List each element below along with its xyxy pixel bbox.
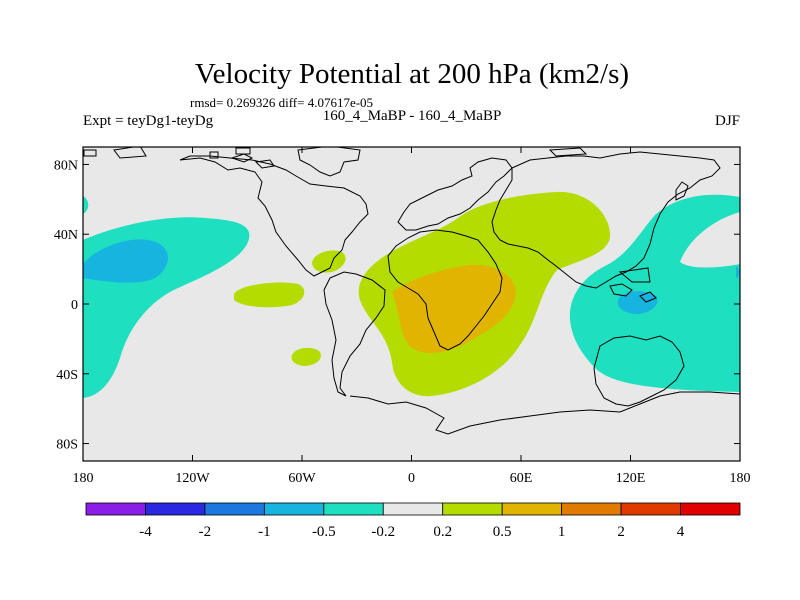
- north-atlantic-small-positive: [312, 250, 346, 273]
- australia-coast: [593, 335, 685, 407]
- y-tick-label: 40S: [56, 368, 78, 383]
- asia-coast: [491, 151, 721, 289]
- y-tick-label: 80N: [54, 158, 78, 173]
- stats-text: rmsd= 0.269326 diff= 4.07617e-05: [190, 95, 373, 110]
- colorbar-swatch: [263, 502, 325, 516]
- colorbar-label: 2: [617, 524, 625, 540]
- x-tick-label: 120E: [616, 471, 646, 486]
- north-america-coast: [179, 155, 369, 277]
- arctic-islands: [83, 147, 588, 159]
- y-tick-label: 80S: [56, 438, 78, 453]
- colorbar-label: 1: [558, 524, 566, 540]
- western-pacific-negative-core: [617, 291, 658, 314]
- colorbar-label: -0.2: [371, 524, 395, 540]
- colorbar-swatch: [145, 502, 206, 516]
- x-tick-label: 60W: [288, 471, 316, 486]
- colorbar-label: -0.5: [312, 524, 336, 540]
- colorbar-label: -1: [258, 524, 271, 540]
- y-tick-label: 40N: [54, 228, 78, 243]
- colorbar-swatch: [501, 502, 563, 516]
- map-panel: [83, 147, 740, 461]
- experiment-label: Expt = teyDg1-teyDg: [83, 113, 214, 129]
- x-tick-label: 0: [408, 471, 415, 486]
- central-pacific-negative-core: [83, 239, 169, 283]
- x-tick-label: 180: [73, 471, 94, 486]
- south-america-coast: [323, 271, 386, 397]
- colorbar-swatch: [561, 502, 622, 516]
- south-pacific-small-positive: [291, 347, 321, 366]
- x-tick-label: 180: [730, 471, 751, 486]
- japan-coast: [675, 181, 689, 201]
- greenland-coast: [297, 147, 361, 177]
- colorbar-label: -4: [139, 524, 152, 540]
- north-pacific-edge-field: [83, 196, 89, 214]
- colorbar-swatch: [85, 502, 146, 516]
- colorbar-label: 4: [677, 524, 685, 540]
- coastlines: [83, 147, 740, 435]
- colorbar-label: 0.2: [433, 524, 452, 540]
- colorbar-swatch: [323, 502, 384, 516]
- antarctica-coast: [349, 391, 740, 435]
- colorbar-label: 0.5: [493, 524, 512, 540]
- canadian-archipelago: [230, 153, 275, 169]
- season-label: DJF: [715, 113, 740, 129]
- maritime-continent: [609, 267, 657, 303]
- colorbar-swatch: [442, 502, 503, 516]
- dateline-core-sliver: [736, 266, 739, 278]
- colorbar-swatch: [382, 502, 444, 516]
- x-tick-label: 60E: [510, 471, 533, 486]
- colorbar: -4 -2 -1 -0.5 -0.2 0.2 0.5 1 2 4: [85, 502, 741, 540]
- colorbar-swatch: [620, 502, 681, 516]
- colorbar-swatch: [204, 502, 265, 516]
- colorbar-label: -2: [199, 524, 212, 540]
- x-tick-label: 120W: [175, 471, 210, 486]
- x-axis-ticks: 180 120W 60W 0 60E 120E 180: [73, 147, 751, 486]
- africa-positive-core: [392, 264, 516, 354]
- east-pacific-small-positive: [234, 282, 305, 308]
- western-pacific-clear-gap: [680, 212, 740, 268]
- y-tick-label: 0: [71, 298, 78, 313]
- case-label: 160_4_MaBP - 160_4_MaBP: [323, 108, 502, 124]
- africa-coast: [387, 229, 503, 351]
- y-axis-ticks: 80N 40N 0 40S 80S: [54, 158, 740, 453]
- colorbar-swatch: [680, 502, 741, 516]
- chart-title: Velocity Potential at 200 hPa (km2/s): [195, 58, 629, 90]
